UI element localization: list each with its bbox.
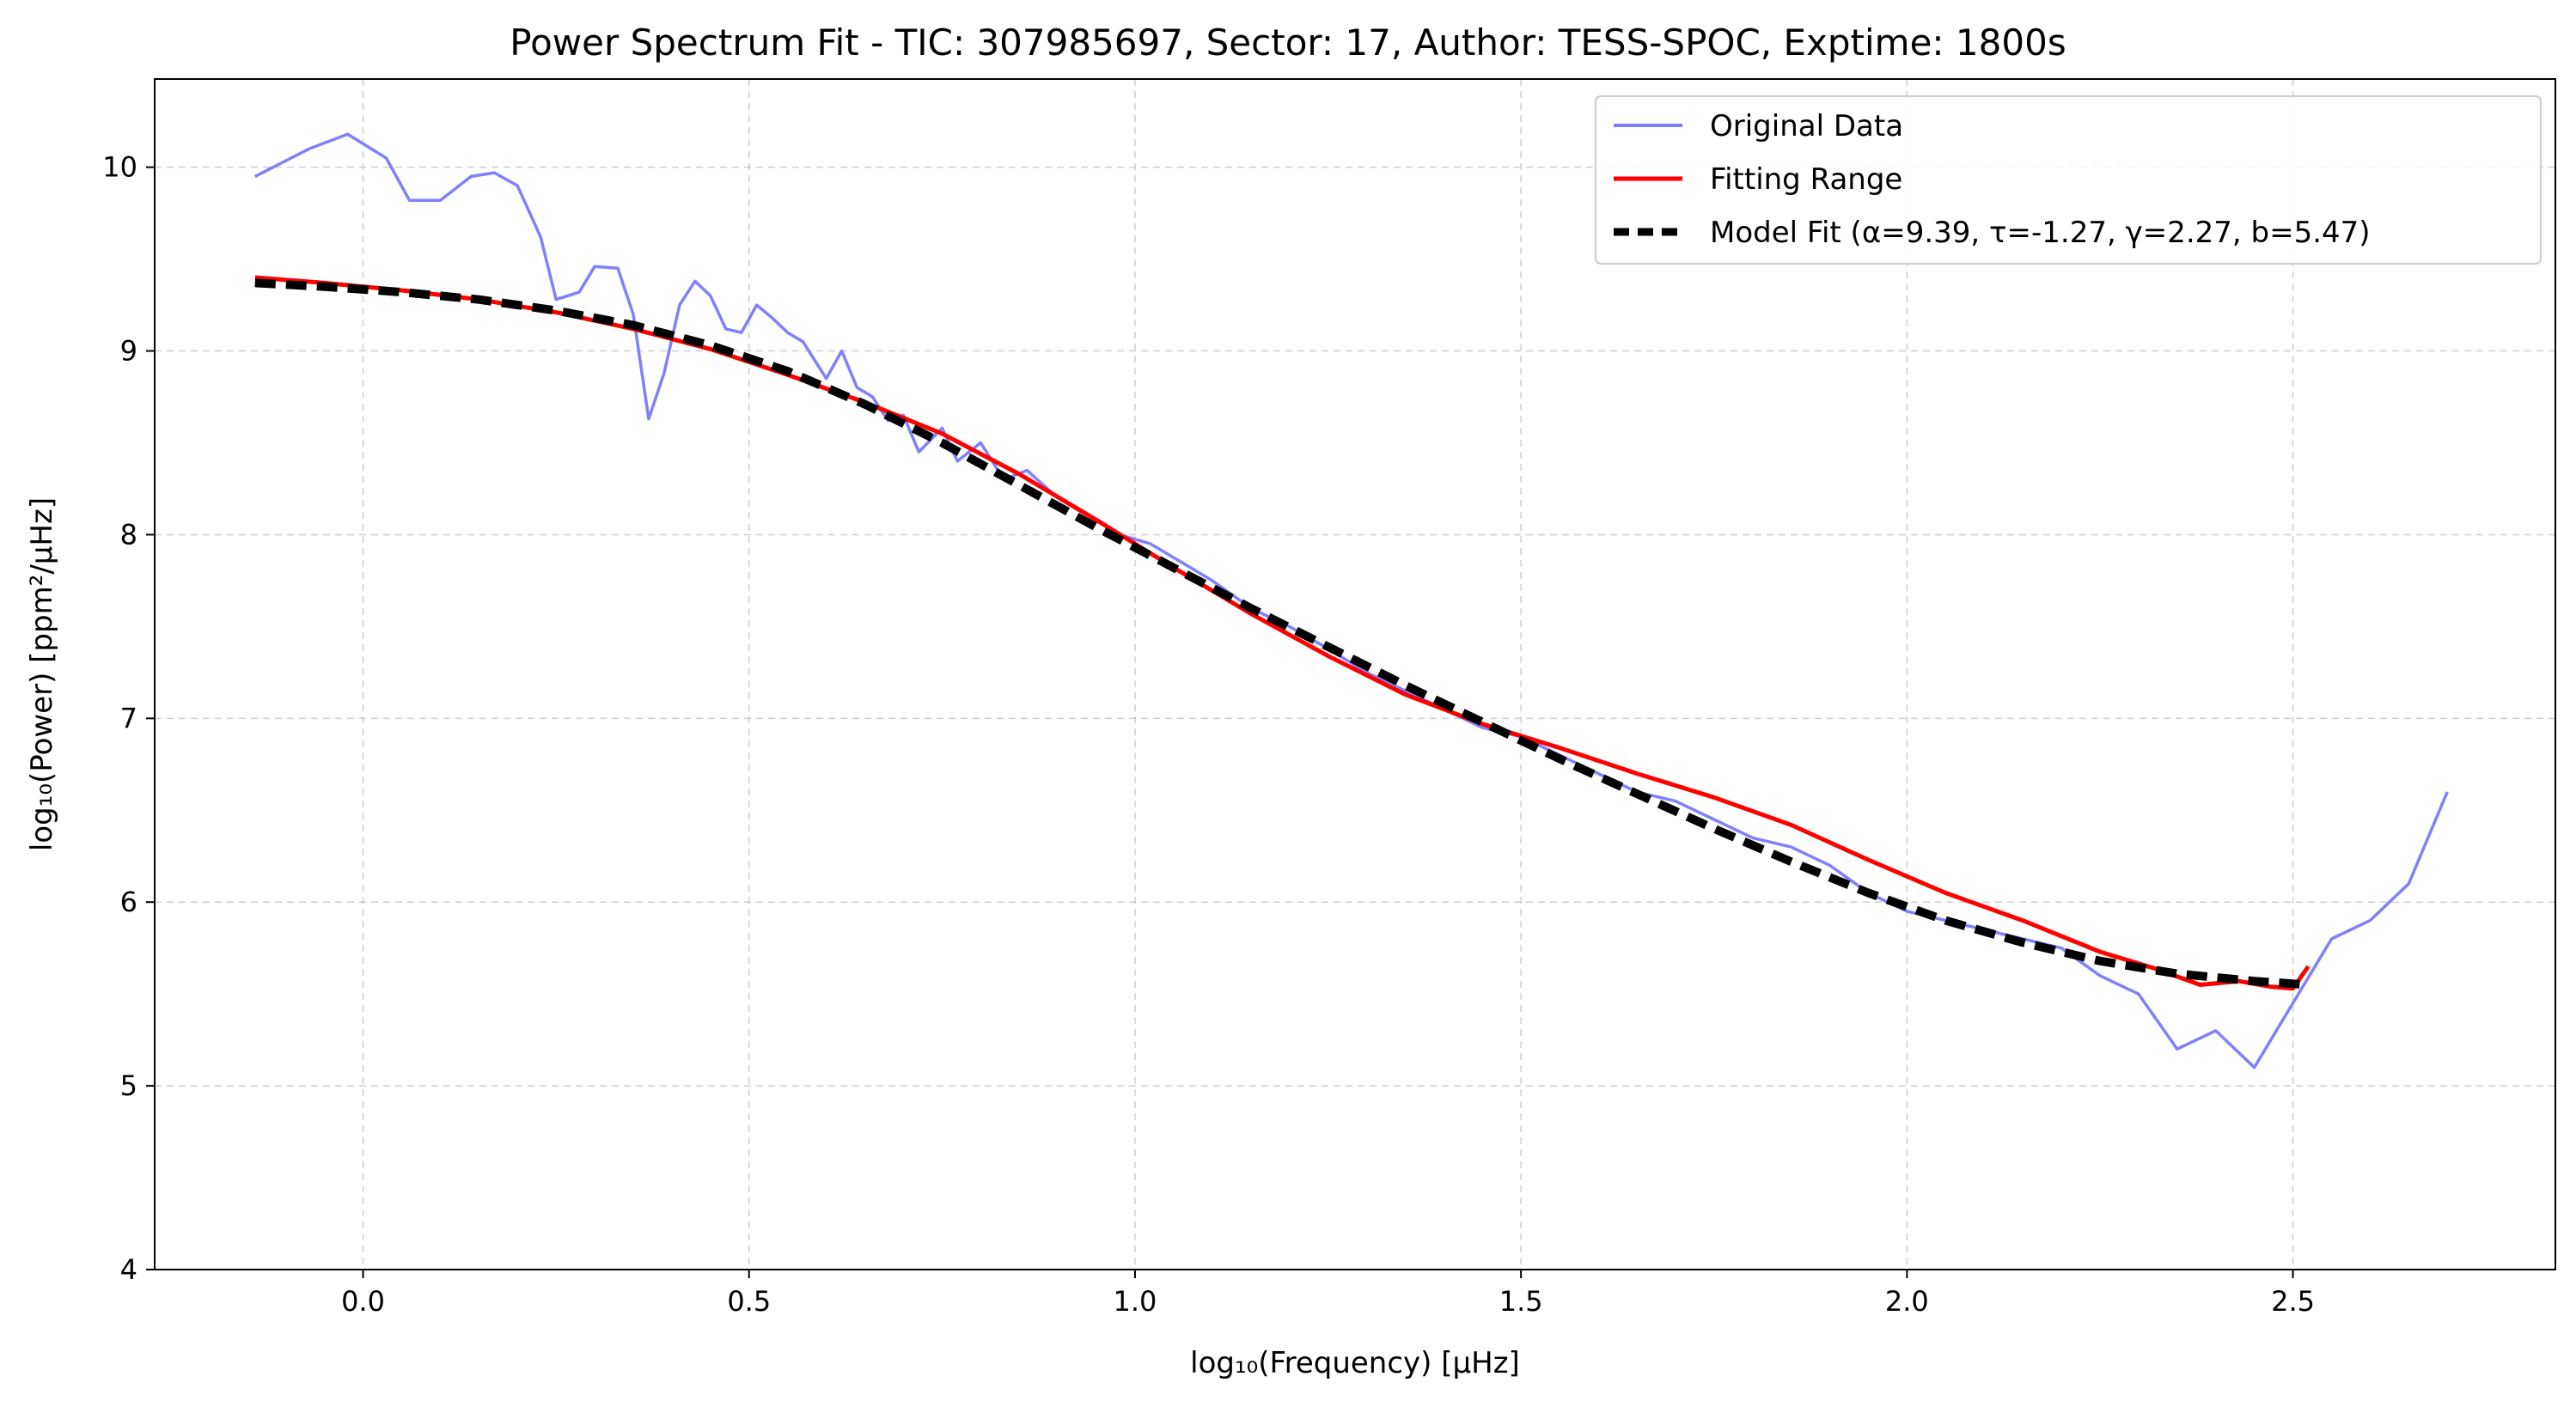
x-tick-label: 2.5	[2271, 1285, 2315, 1318]
plot-layer	[254, 132, 2449, 1069]
x-tick-label: 0.5	[727, 1285, 771, 1318]
y-tick-label: 7	[120, 702, 137, 734]
model-fit-line	[254, 278, 2309, 990]
x-tick-label: 1.5	[1499, 1285, 1543, 1318]
plot-frame	[154, 78, 2556, 1270]
legend-label-model-fit: Model Fit (α=9.39, τ=-1.27, γ=2.27, b=5.…	[1710, 216, 2371, 250]
y-tick-label: 9	[120, 335, 137, 368]
y-tick-label: 4	[120, 1253, 137, 1286]
y-tick-label: 5	[120, 1069, 137, 1102]
legend: Original Data Fitting Range Model Fit (α…	[1595, 95, 2542, 265]
y-tick-label: 6	[120, 886, 137, 918]
x-axis-label: log₁₀(Frequency) [μHz]	[1190, 1346, 1520, 1380]
tick-layer: 0.0 0.5 1.0 1.5 2.0 2.5 4 5 6 7 8 9 10	[102, 151, 2315, 1318]
legend-box	[1595, 95, 2542, 265]
x-tick-label: 0.0	[341, 1285, 385, 1318]
y-tick-label: 8	[120, 518, 137, 551]
legend-label-fitting-range: Fitting Range	[1710, 162, 1902, 197]
y-axis-label: log₁₀(Power) [ppm²/μHz]	[25, 497, 59, 851]
x-tick-label: 1.0	[1114, 1285, 1157, 1318]
y-tick-label: 10	[102, 151, 137, 184]
chart-title: Power Spectrum Fit - TIC: 307985697, Sec…	[510, 21, 2066, 64]
x-tick-label: 2.0	[1885, 1285, 1929, 1318]
legend-label-original: Original Data	[1710, 109, 1903, 143]
